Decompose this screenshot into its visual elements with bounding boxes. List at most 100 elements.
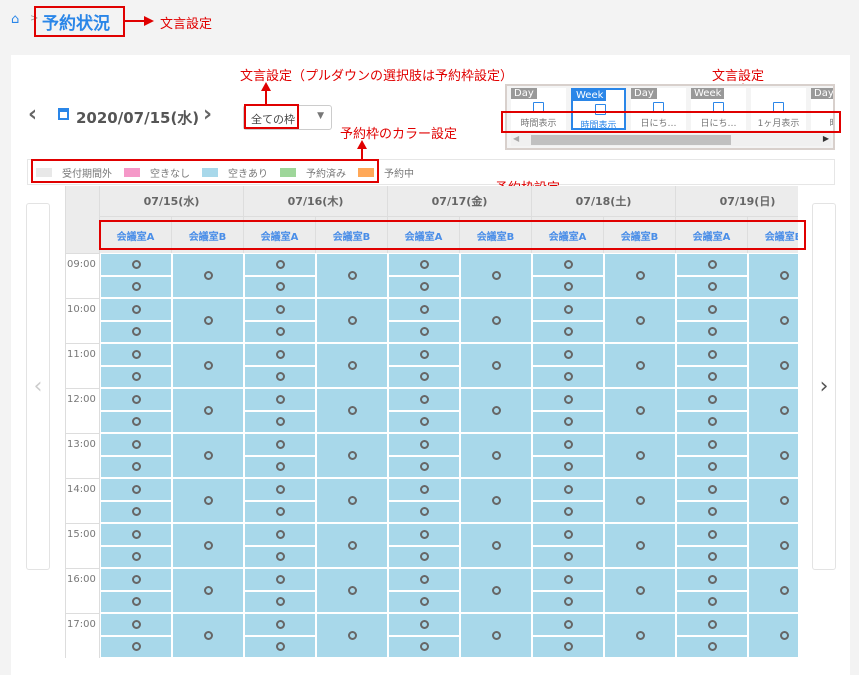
calendar-icon[interactable] [58,108,69,120]
time-slot[interactable] [604,568,676,613]
time-slot[interactable] [460,298,532,343]
time-slot[interactable] [244,433,316,456]
time-slot[interactable] [532,365,604,388]
time-slot[interactable] [676,343,748,366]
time-slot[interactable] [532,388,604,411]
time-slot[interactable] [532,343,604,366]
time-slot[interactable] [244,365,316,388]
prev-week-button[interactable]: ‹ [26,203,50,570]
time-slot[interactable] [460,613,532,658]
time-slot[interactable] [388,410,460,433]
time-slot[interactable] [244,613,316,636]
time-slot[interactable] [388,388,460,411]
time-slot[interactable] [388,455,460,478]
time-slot[interactable] [460,523,532,568]
time-slot[interactable] [316,298,388,343]
time-slot[interactable] [388,275,460,298]
time-slot[interactable] [532,590,604,613]
time-slot[interactable] [604,433,676,478]
time-slot[interactable] [244,523,316,546]
time-slot[interactable] [244,545,316,568]
time-slot[interactable] [388,568,460,591]
time-slot[interactable] [172,433,244,478]
time-slot[interactable] [748,613,798,658]
time-slot[interactable] [748,523,798,568]
time-slot[interactable] [604,298,676,343]
time-slot[interactable] [316,478,388,523]
time-slot[interactable] [100,298,172,321]
time-slot[interactable] [100,590,172,613]
time-slot[interactable] [388,590,460,613]
scrollbar-thumb[interactable] [531,135,731,145]
time-slot[interactable] [532,635,604,658]
time-slot[interactable] [676,523,748,546]
time-slot[interactable] [676,253,748,276]
time-slot[interactable] [676,590,748,613]
time-slot[interactable] [100,635,172,658]
time-slot[interactable] [316,253,388,298]
time-slot[interactable] [388,523,460,546]
time-slot[interactable] [676,320,748,343]
view-mode-option[interactable]: Day 時間 [811,88,833,130]
time-slot[interactable] [388,343,460,366]
time-slot[interactable] [316,343,388,388]
time-slot[interactable] [388,298,460,321]
time-slot[interactable] [172,298,244,343]
time-slot[interactable] [676,455,748,478]
time-slot[interactable] [388,433,460,456]
time-slot[interactable] [532,500,604,523]
time-slot[interactable] [532,253,604,276]
time-slot[interactable] [460,343,532,388]
time-slot[interactable] [532,410,604,433]
time-slot[interactable] [316,523,388,568]
time-slot[interactable] [100,455,172,478]
time-slot[interactable] [604,478,676,523]
view-mode-option[interactable]: Day 日にち… [631,88,686,130]
time-slot[interactable] [460,478,532,523]
time-slot[interactable] [172,568,244,613]
scroll-right-icon[interactable]: ▶ [822,134,829,143]
horizontal-scrollbar[interactable]: ◀ ▶ [511,134,831,146]
time-slot[interactable] [460,388,532,433]
time-slot[interactable] [244,320,316,343]
time-slot[interactable] [748,433,798,478]
time-slot[interactable] [676,433,748,456]
time-slot[interactable] [244,388,316,411]
time-slot[interactable] [100,275,172,298]
scroll-left-icon[interactable]: ◀ [513,134,520,143]
time-slot[interactable] [532,298,604,321]
time-slot[interactable] [532,455,604,478]
time-slot[interactable] [172,613,244,658]
time-slot[interactable] [388,365,460,388]
time-slot[interactable] [388,253,460,276]
time-slot[interactable] [532,545,604,568]
time-slot[interactable] [748,388,798,433]
view-mode-option[interactable]: 1ヶ月表示 [751,88,806,130]
time-slot[interactable] [316,568,388,613]
time-slot[interactable] [460,253,532,298]
time-slot[interactable] [532,523,604,546]
time-slot[interactable] [388,545,460,568]
time-slot[interactable] [748,478,798,523]
time-slot[interactable] [676,500,748,523]
time-slot[interactable] [532,275,604,298]
time-slot[interactable] [604,388,676,433]
time-slot[interactable] [316,388,388,433]
time-slot[interactable] [676,635,748,658]
time-slot[interactable] [100,568,172,591]
time-slot[interactable] [388,478,460,501]
time-slot[interactable] [604,523,676,568]
time-slot[interactable] [388,320,460,343]
view-mode-option[interactable]: Day 時間表示 [511,88,566,130]
time-slot[interactable] [388,500,460,523]
time-slot[interactable] [244,298,316,321]
time-slot[interactable] [532,613,604,636]
next-date-button[interactable]: › [203,102,213,127]
time-slot[interactable] [748,568,798,613]
time-slot[interactable] [100,545,172,568]
time-slot[interactable] [100,523,172,546]
time-slot[interactable] [316,433,388,478]
time-slot[interactable] [676,410,748,433]
time-slot[interactable] [676,298,748,321]
time-slot[interactable] [532,478,604,501]
